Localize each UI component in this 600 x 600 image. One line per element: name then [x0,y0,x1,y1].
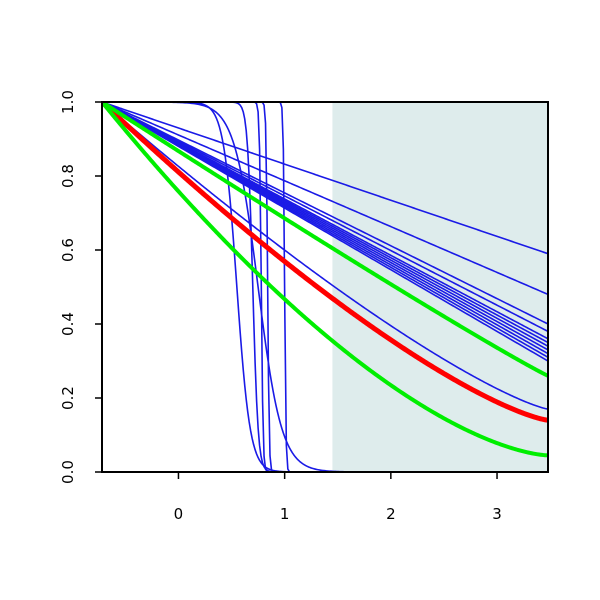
y-tick-label: 0.2 [59,386,77,410]
series-group [102,102,548,472]
series-line-10 [102,102,548,325]
x-tick-label: 2 [386,505,396,523]
series-line-18 [102,102,548,362]
x-axis: 0 1 2 3 [174,471,502,523]
series-line-7 [102,102,548,410]
series-line-8 [102,102,548,255]
y-tick-label: 0.0 [59,460,77,484]
y-tick-label: 0.6 [59,238,77,262]
series-line-19 [102,102,548,423]
series-line-20 [102,102,548,378]
x-tick-label: 1 [280,505,290,523]
x-tick-label: 0 [174,505,184,523]
y-tick-label: 0.8 [59,164,77,188]
y-tick-label: 1.0 [59,90,77,114]
series-line-9 [102,102,548,296]
series-line-21 [102,102,548,458]
x-tick-label: 3 [492,505,502,523]
y-axis: 0.0 0.2 0.4 0.6 0.8 1.0 [59,90,103,484]
series-line-11 [102,102,548,333]
y-tick-label: 0.4 [59,312,77,336]
